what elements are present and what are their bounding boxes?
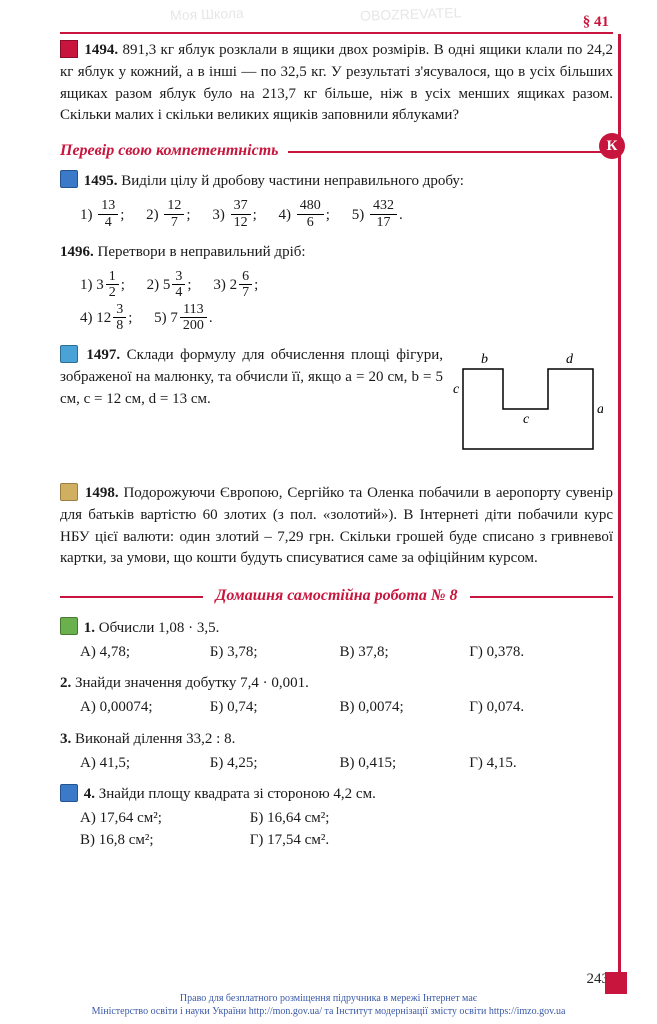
top-border (60, 32, 613, 34)
choices: А) 4,78; Б) 3,78; В) 37,8; Г) 0,378. (80, 642, 613, 664)
problem-num: 1497. (86, 347, 120, 363)
label-d: d (566, 352, 574, 367)
figure-svg: b d c c a (453, 349, 603, 459)
right-edge (618, 34, 621, 984)
choice: А) 41,5; (80, 753, 200, 775)
problem-num: 4. (84, 786, 95, 802)
frac-part: 5) 43217. (352, 199, 403, 232)
problem-1494: 1494. 891,3 кг яблук розклали в ящики дв… (60, 40, 613, 127)
problem-text: Виділи цілу й дробову частини неправильн… (121, 173, 464, 189)
cube-icon (60, 784, 78, 802)
corner-decoration (605, 972, 627, 994)
problem-num: 1494. (84, 42, 118, 58)
problem-num: 1496. (60, 244, 94, 260)
watermark: Моя Школа (170, 5, 244, 24)
cube-icon (60, 617, 78, 635)
problem-num: 2. (60, 675, 71, 691)
choice: Б) 16,64 см²; (250, 808, 370, 830)
section-ref: § 41 (583, 14, 609, 31)
mixed-part: 4) 1238; (80, 302, 132, 335)
footer: Право для безплатного розміщення підручн… (40, 993, 617, 1018)
footer-line2: Міністерство освіти і науки України http… (92, 1006, 566, 1017)
homework-header: Домашня самостійна робота № 8 (60, 584, 613, 608)
choice: В) 0,0074; (340, 697, 460, 719)
mixed-part: 2) 534; (147, 269, 192, 302)
choices: А) 17,64 см²; Б) 16,64 см²; В) 16,8 см²;… (80, 808, 613, 852)
mixed-part: 1) 312; (80, 269, 125, 302)
problem-text: Обчисли 1,08 · 3,5. (99, 620, 220, 636)
fraction-row: 1) 134; 2) 127; 3) 3712; 4) 4806; 5) 432… (80, 199, 613, 232)
choice: А) 0,00074; (80, 697, 200, 719)
problem-text: Виконай ділення 33,2 : 8. (75, 731, 235, 747)
choice: В) 0,415; (340, 753, 460, 775)
cube-icon (60, 170, 78, 188)
choice: Б) 0,74; (210, 697, 330, 719)
header-text: Домашня самостійна робота № 8 (203, 587, 469, 604)
choice: Г) 0,074. (469, 697, 589, 719)
frac-part: 1) 134; (80, 199, 124, 232)
problem-text: Знайди значення добутку 7,4 · 0,001. (75, 675, 309, 691)
label-b: b (481, 352, 488, 367)
label-c2: c (523, 412, 530, 427)
problem-1496: 1496. Перетвори в неправильний дріб: 1) … (60, 242, 613, 336)
problem-num: 1498. (85, 485, 119, 501)
choices: А) 0,00074; Б) 0,74; В) 0,0074; Г) 0,074… (80, 697, 613, 719)
mixed-row: 1) 312; 2) 534; 3) 267; 4) 1238; 5) 7113… (80, 269, 613, 335)
hw-problem-3: 3. Виконай ділення 33,2 : 8. А) 41,5; Б)… (60, 729, 613, 775)
choice: Г) 4,15. (469, 753, 589, 775)
header-text: Перевір свою компетентність (60, 142, 288, 159)
choice: Б) 4,25; (210, 753, 330, 775)
mixed-part: 3) 267; (213, 269, 258, 302)
choice: А) 4,78; (80, 642, 200, 664)
choice: А) 17,64 см²; (80, 808, 240, 830)
label-a: a (597, 402, 603, 417)
star-icon (60, 40, 78, 58)
problem-1498: 1498. Подорожуючи Європою, Сергійко та О… (60, 483, 613, 570)
choice: Г) 0,378. (469, 642, 589, 664)
choice: Б) 3,78; (210, 642, 330, 664)
frac-part: 3) 3712; (212, 199, 256, 232)
footer-line1: Право для безплатного розміщення підручн… (180, 993, 477, 1004)
choice: В) 37,8; (340, 642, 460, 664)
page-content: 1494. 891,3 кг яблук розклали в ящики дв… (60, 40, 613, 852)
pen-icon (60, 483, 78, 501)
k-badge: К (599, 133, 625, 159)
geometry-figure: b d c c a (453, 349, 613, 467)
problem-text: Знайди площу квадрата зі стороною 4,2 см… (99, 786, 376, 802)
problem-num: 1. (84, 620, 95, 636)
problem-text: Перетвори в неправильний дріб: (98, 244, 306, 260)
choice: В) 16,8 см²; (80, 830, 240, 852)
choice: Г) 17,54 см². (250, 830, 370, 852)
hw-problem-2: 2. Знайди значення добутку 7,4 · 0,001. … (60, 673, 613, 719)
problem-text: Подорожуючи Європою, Сергійко та Оленка … (60, 485, 613, 566)
problem-num: 3. (60, 731, 71, 747)
choices: А) 41,5; Б) 4,25; В) 0,415; Г) 4,15. (80, 753, 613, 775)
problem-1495: 1495. Виділи цілу й дробову частини непр… (60, 171, 613, 232)
cube-icon (60, 345, 78, 363)
competence-header: Перевір свою компетентність К (60, 139, 613, 163)
watermark: OBOZREVATEL (360, 4, 462, 24)
mixed-part: 5) 7113200. (154, 302, 213, 335)
hw-problem-4: 4. Знайди площу квадрата зі стороною 4,2… (60, 784, 613, 851)
problem-num: 1495. (84, 173, 118, 189)
frac-part: 4) 4806; (279, 199, 330, 232)
hw-problem-1: 1. Обчисли 1,08 · 3,5. А) 4,78; Б) 3,78;… (60, 618, 613, 664)
frac-part: 2) 127; (146, 199, 190, 232)
problem-text: 891,3 кг яблук розклали в ящики двох роз… (60, 42, 613, 123)
label-c1: c (453, 382, 460, 397)
